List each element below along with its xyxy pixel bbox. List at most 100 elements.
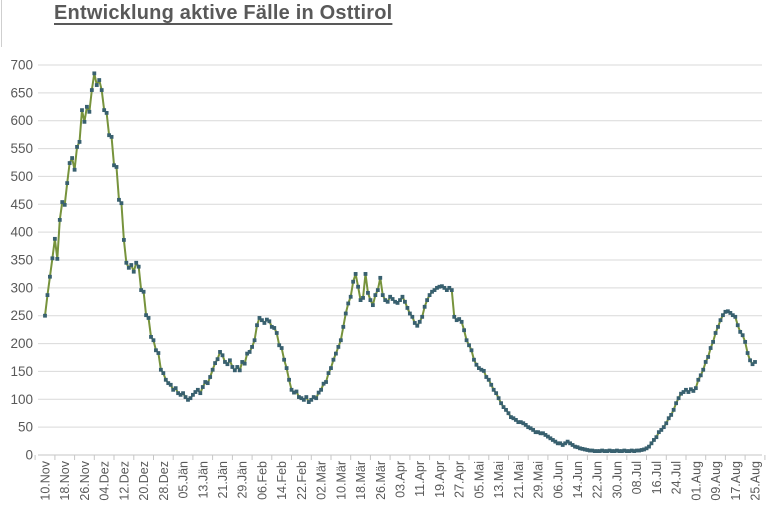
data-point-marker <box>161 371 166 375</box>
data-point-marker <box>264 317 269 322</box>
data-point-marker <box>107 133 111 138</box>
x-tick-label: 10.Nov <box>39 460 53 500</box>
data-point-marker <box>89 88 94 92</box>
data-point-marker <box>671 407 676 412</box>
data-point-marker <box>274 331 279 335</box>
data-point-marker <box>575 445 580 450</box>
data-point-marker <box>299 396 304 401</box>
window-border-artifact <box>1 0 2 47</box>
data-point-marker <box>410 314 415 319</box>
data-point-marker <box>523 423 528 427</box>
data-point-marker <box>580 446 585 451</box>
data-point-marker <box>706 355 711 359</box>
data-point-marker <box>129 263 134 267</box>
data-point-marker <box>220 353 225 358</box>
data-point-marker <box>511 416 516 421</box>
data-point-marker <box>738 329 743 334</box>
data-point-marker <box>136 264 141 269</box>
data-point-marker <box>472 357 476 362</box>
data-point-marker <box>447 285 452 290</box>
data-point-marker <box>378 275 383 280</box>
data-point-marker <box>555 441 560 446</box>
data-point-marker <box>526 425 531 430</box>
data-point-marker <box>469 348 474 353</box>
data-point-marker <box>215 357 220 362</box>
data-point-marker <box>43 313 47 318</box>
data-point-marker <box>297 395 301 399</box>
data-point-marker <box>627 449 632 453</box>
data-point-marker <box>109 134 114 139</box>
data-point-marker <box>57 217 62 222</box>
data-point-marker <box>348 294 353 299</box>
data-point-marker <box>430 289 434 294</box>
data-point-marker <box>191 392 195 397</box>
data-point-marker <box>356 284 360 289</box>
data-point-marker <box>319 387 324 392</box>
data-point-marker <box>393 299 397 304</box>
data-point-marker <box>481 368 486 373</box>
data-point-marker <box>543 433 548 437</box>
data-point-marker <box>703 360 708 364</box>
x-tick-label: 29.Mai <box>532 461 546 499</box>
data-point-marker <box>294 389 299 394</box>
data-point-marker <box>385 299 390 304</box>
data-point-marker <box>314 396 319 401</box>
data-point-marker <box>186 397 190 402</box>
y-tick-label: 50 <box>18 420 33 435</box>
data-point-marker <box>573 444 577 449</box>
data-point-marker <box>669 412 674 417</box>
data-point-marker <box>693 386 698 391</box>
data-point-marker <box>568 441 572 446</box>
data-point-marker <box>587 448 592 453</box>
data-point-marker <box>610 449 614 453</box>
data-point-marker <box>75 145 79 149</box>
data-point-marker <box>316 390 321 395</box>
x-tick-label: 08.Jul <box>630 461 644 494</box>
data-point-marker <box>398 298 402 303</box>
data-point-marker <box>124 260 129 265</box>
data-point-marker <box>652 438 656 442</box>
x-tick-label: 12.Dez <box>117 461 131 501</box>
data-point-marker <box>306 400 311 404</box>
data-point-marker <box>735 323 740 328</box>
data-point-marker <box>622 448 627 453</box>
data-point-marker <box>380 293 385 297</box>
x-tick-label: 05.Jän <box>177 461 191 499</box>
x-tick-label: 28.Dez <box>157 461 171 501</box>
data-point-marker <box>521 421 526 426</box>
data-point-marker <box>422 304 427 309</box>
data-point-marker <box>370 303 375 308</box>
data-point-marker <box>183 395 188 399</box>
data-point-marker <box>437 284 442 289</box>
data-point-marker <box>121 238 126 242</box>
data-point-marker <box>97 78 102 82</box>
data-point-marker <box>597 449 602 453</box>
x-tick-label: 22.Feb <box>295 461 309 500</box>
data-point-marker <box>363 272 368 276</box>
x-axis-labels: 10.Nov 18.Nov 26.Nov 04.Dez 12.Dez 20.Dez 28.D… <box>39 460 763 500</box>
data-point-marker <box>661 425 666 430</box>
data-point-marker <box>321 381 326 386</box>
data-point-marker <box>240 360 245 364</box>
data-point-marker <box>590 448 595 453</box>
data-point-marker <box>181 391 185 396</box>
data-point-marker <box>102 108 107 113</box>
data-point-marker <box>518 420 523 425</box>
data-point-marker <box>583 447 587 452</box>
y-tick-label: 0 <box>25 448 33 463</box>
data-point-marker <box>156 351 161 355</box>
data-point-marker <box>99 88 104 92</box>
data-point-marker <box>171 387 176 392</box>
x-tick-label: 21.Mai <box>512 461 526 499</box>
data-point-marker <box>546 434 550 439</box>
data-point-marker <box>230 365 235 369</box>
data-point-marker <box>528 426 533 431</box>
data-point-marker <box>612 449 617 453</box>
data-point-marker <box>178 392 183 397</box>
x-tick-label: 19.Apr <box>433 461 447 498</box>
data-point-marker <box>289 387 294 392</box>
data-point-marker <box>679 391 683 396</box>
data-point-marker <box>713 331 718 335</box>
data-point-marker <box>506 411 511 416</box>
data-point-marker <box>432 288 437 292</box>
